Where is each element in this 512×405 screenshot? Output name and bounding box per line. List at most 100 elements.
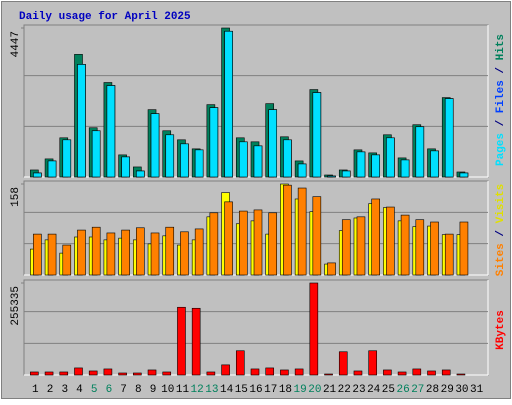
legend: KBytes xyxy=(495,310,507,350)
bar xyxy=(459,172,469,178)
bar xyxy=(238,210,248,276)
bar xyxy=(265,367,275,376)
bar xyxy=(77,64,86,178)
x-tick-label: 6 xyxy=(106,384,113,396)
bar xyxy=(400,159,410,178)
bar xyxy=(30,371,39,376)
bar xyxy=(162,371,172,376)
bar xyxy=(180,143,189,178)
bar xyxy=(165,134,175,178)
bar xyxy=(371,198,380,276)
legend-separator: / xyxy=(495,223,507,243)
bar xyxy=(444,233,454,276)
bar xyxy=(356,151,366,178)
bar xyxy=(235,350,245,376)
y-tick-label: 158 xyxy=(10,187,22,207)
bar xyxy=(238,141,248,178)
x-tick-label: 9 xyxy=(150,384,157,396)
x-tick-label: 22 xyxy=(338,384,351,396)
x-tick-label: 8 xyxy=(135,384,142,396)
bar xyxy=(121,156,130,178)
bar xyxy=(386,206,395,276)
bar xyxy=(133,372,142,376)
bar xyxy=(91,130,101,178)
x-tick-label: 30 xyxy=(455,384,468,396)
bar xyxy=(121,229,130,276)
bar xyxy=(59,371,69,376)
bar xyxy=(341,170,351,178)
x-tick-label: 12 xyxy=(191,384,204,396)
bar xyxy=(91,226,101,276)
bar xyxy=(253,145,263,178)
bar xyxy=(74,367,83,376)
plot-area xyxy=(23,279,489,376)
bar xyxy=(136,227,145,276)
bar xyxy=(253,209,263,276)
legend-entry: Sites xyxy=(495,243,507,276)
x-tick-label: 4 xyxy=(76,384,83,396)
bar xyxy=(62,244,72,276)
bar xyxy=(456,373,466,376)
frame-inner xyxy=(1,1,511,399)
bar xyxy=(77,229,86,276)
legend-entry: KBytes xyxy=(495,310,507,350)
x-tick-label: 17 xyxy=(264,384,277,396)
bar xyxy=(297,163,307,178)
bar xyxy=(397,371,407,376)
bar xyxy=(224,30,233,178)
x-tick-label: 26 xyxy=(396,384,409,396)
bar xyxy=(33,233,42,276)
legend-separator: / xyxy=(495,60,507,80)
bar xyxy=(206,371,216,376)
y-tick-label: 255335 xyxy=(10,286,22,326)
bar xyxy=(327,262,336,276)
bar xyxy=(338,351,348,376)
bar xyxy=(103,368,113,376)
bar xyxy=(209,212,219,276)
x-tick-label: 10 xyxy=(161,384,174,396)
bar xyxy=(441,369,451,376)
chart-title: Daily usage for April 2025 xyxy=(19,11,191,23)
bar xyxy=(371,154,380,178)
bar xyxy=(150,113,160,178)
y-tick-label: 4447 xyxy=(10,31,22,57)
bar xyxy=(88,370,98,376)
bar xyxy=(194,228,204,276)
bar xyxy=(444,98,454,178)
bar xyxy=(194,149,204,178)
legend: Sites / Visits xyxy=(495,184,507,276)
bar xyxy=(147,369,157,376)
x-tick-label: 5 xyxy=(91,384,98,396)
x-tick-label: 16 xyxy=(249,384,262,396)
bar xyxy=(280,369,289,376)
legend-entry: Pages xyxy=(495,133,507,166)
x-tick-label: 25 xyxy=(382,384,395,396)
x-tick-label: 7 xyxy=(120,384,127,396)
bar xyxy=(412,368,422,376)
x-tick-label: 1 xyxy=(32,384,39,396)
bar xyxy=(312,92,322,178)
bar xyxy=(386,137,395,178)
bar xyxy=(268,109,278,178)
bar xyxy=(297,187,307,276)
legend-separator: / xyxy=(495,113,507,133)
x-tick-label: 20 xyxy=(308,384,321,396)
bar xyxy=(400,214,410,276)
bar xyxy=(118,372,127,376)
x-tick-label: 29 xyxy=(441,384,454,396)
bar xyxy=(165,226,175,276)
x-tick-label: 21 xyxy=(323,384,337,396)
bar xyxy=(356,216,366,276)
x-tick-label: 2 xyxy=(47,384,54,396)
bar xyxy=(136,170,145,178)
x-tick-label: 27 xyxy=(411,384,424,396)
x-tick-label: 19 xyxy=(294,384,307,396)
bar xyxy=(283,139,292,178)
legend-entry: Hits xyxy=(495,34,507,60)
x-tick-label: 18 xyxy=(279,384,292,396)
bar xyxy=(180,231,189,276)
bar xyxy=(209,107,219,178)
bar xyxy=(383,369,392,376)
x-tick-label: 15 xyxy=(235,384,248,396)
